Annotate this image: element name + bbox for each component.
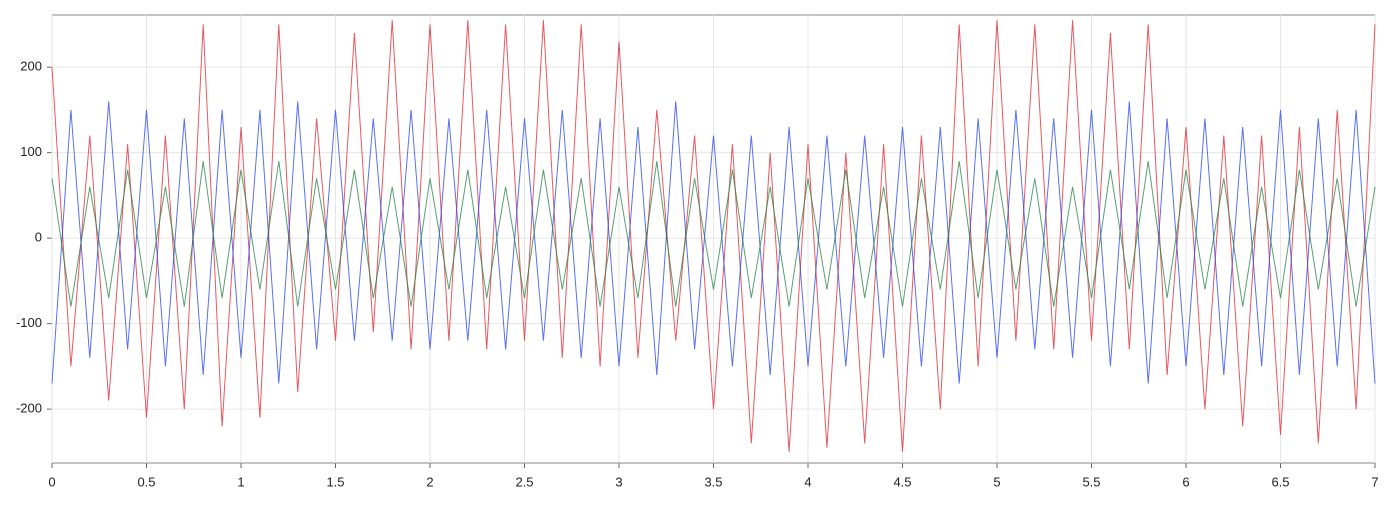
y-tick-label: 100 bbox=[20, 144, 42, 159]
x-tick-label: 0 bbox=[48, 474, 55, 489]
y-tick-label: -100 bbox=[16, 315, 42, 330]
x-tick-label: 2.5 bbox=[515, 474, 533, 489]
x-tick-label: 3.5 bbox=[704, 474, 722, 489]
x-tick-label: 1 bbox=[237, 474, 244, 489]
x-tick-label: 5 bbox=[993, 474, 1000, 489]
x-tick-label: 5.5 bbox=[1082, 474, 1100, 489]
x-tick-label: 6.5 bbox=[1271, 474, 1289, 489]
y-tick-label: 0 bbox=[35, 230, 42, 245]
series-line bbox=[51, 101, 1376, 384]
x-tick-label: 4.5 bbox=[893, 474, 911, 489]
x-tick-label: 4 bbox=[804, 474, 811, 489]
x-tick-label: 6 bbox=[1182, 474, 1189, 489]
y-tick-label: 200 bbox=[20, 59, 42, 74]
series-line bbox=[51, 161, 1376, 307]
x-tick-label: 7 bbox=[1371, 474, 1378, 489]
y-tick-label: -200 bbox=[16, 401, 42, 416]
x-tick-label: 3 bbox=[615, 474, 622, 489]
series-line bbox=[51, 20, 1376, 452]
x-tick-label: 0.5 bbox=[137, 474, 155, 489]
x-tick-label: 2 bbox=[426, 474, 433, 489]
x-tick-label: 1.5 bbox=[326, 474, 344, 489]
